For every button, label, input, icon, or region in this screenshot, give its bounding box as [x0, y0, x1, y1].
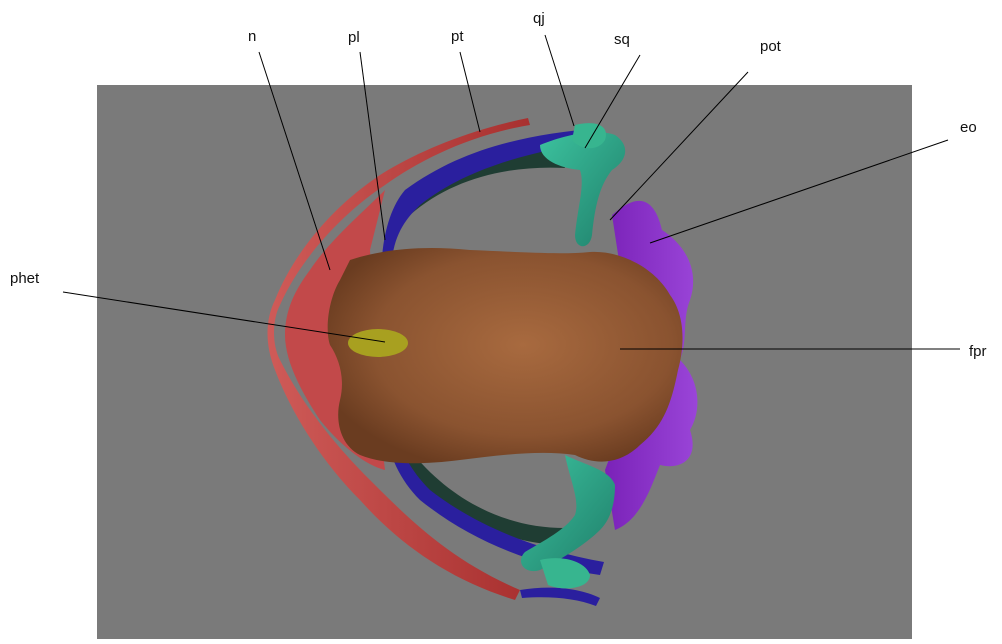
prootic-lower-cap — [540, 558, 590, 589]
label-phet: phet — [10, 270, 40, 287]
label-pot: pot — [760, 38, 781, 55]
label-fpr: fpr — [969, 343, 987, 360]
leader-sq — [584, 54, 641, 149]
leader-n — [258, 51, 331, 271]
prootic-lower — [520, 455, 615, 572]
label-qj: qj — [533, 10, 545, 27]
label-pl: pl — [348, 29, 360, 46]
prootic-upper — [540, 132, 626, 247]
leader-pl — [359, 51, 386, 241]
pterygoid-lower-tip — [520, 587, 600, 606]
dark-green-arch-upper — [400, 149, 565, 215]
squamosal-upper — [572, 123, 606, 149]
frontoparietal-bone — [327, 248, 683, 464]
sphenethmoid-bone — [348, 329, 408, 357]
leader-eo — [649, 139, 949, 244]
pterygoid-lower — [385, 420, 604, 575]
label-n: n — [248, 28, 257, 45]
leader-pot — [609, 71, 749, 221]
label-pt: pt — [451, 28, 464, 45]
leader-pt — [459, 51, 481, 133]
label-eo: eo — [960, 119, 977, 136]
leader-qj — [544, 34, 575, 127]
leader-phet — [62, 291, 386, 343]
label-sq: sq — [614, 31, 630, 48]
